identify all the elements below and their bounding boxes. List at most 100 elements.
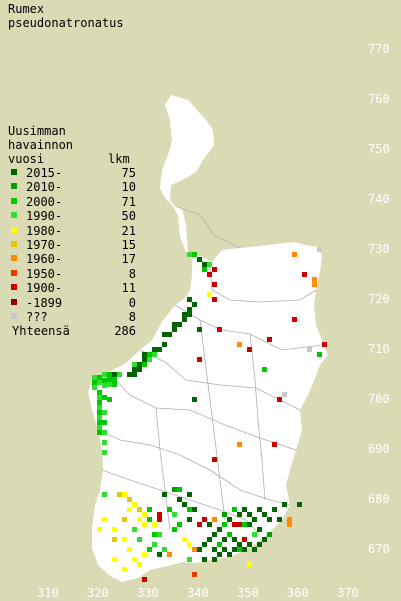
observation-square: [177, 487, 182, 492]
observation-square: [187, 252, 192, 257]
observation-square: [102, 517, 107, 522]
observation-square: [152, 542, 157, 547]
observation-square: [122, 517, 127, 522]
observation-square: [232, 547, 237, 552]
observation-square: [182, 312, 187, 317]
legend-row-count: 11: [121, 281, 136, 296]
legend-row: 1960- 17: [8, 252, 136, 267]
observation-square: [162, 332, 167, 337]
observation-square: [217, 552, 222, 557]
observation-square: [187, 307, 192, 312]
region-borders: [97, 205, 323, 536]
observation-square: [197, 257, 202, 262]
observation-square: [237, 512, 242, 517]
legend-row: 1950- 8: [8, 267, 136, 281]
observation-square: [207, 272, 212, 277]
legend-swatch: [11, 226, 17, 233]
observation-square: [157, 552, 162, 557]
observation-square: [247, 522, 252, 527]
observation-square: [97, 420, 102, 425]
observation-square: [147, 352, 152, 357]
legend-row-label: 2010-: [26, 180, 63, 195]
observation-square: [302, 272, 307, 277]
observation-square: [297, 502, 302, 507]
observation-square: [227, 532, 232, 537]
observation-square: [137, 507, 142, 512]
observation-square: [132, 367, 137, 372]
observation-square: [102, 395, 107, 400]
observation-square: [187, 517, 192, 522]
observation-square: [247, 347, 252, 352]
observation-square: [277, 517, 282, 522]
observation-square: [122, 567, 127, 572]
observation-square: [187, 507, 192, 512]
legend-header-1: Uusimman: [8, 124, 66, 138]
observation-square: [237, 522, 242, 527]
observation-square: [197, 327, 202, 332]
observation-square: [202, 517, 207, 522]
legend-row-label: 1960-: [26, 252, 63, 267]
observation-square: [237, 547, 242, 552]
legend-header-row: vuosi lkm: [8, 152, 130, 166]
observation-square: [252, 517, 257, 522]
observation-square: [132, 557, 137, 562]
observation-square: [97, 430, 102, 435]
observation-square: [152, 522, 157, 527]
observation-square: [267, 517, 272, 522]
legend-row-label: -1899: [26, 295, 63, 310]
legend-row-count: 8: [128, 309, 136, 324]
observation-square: [237, 342, 242, 347]
observation-square: [272, 507, 277, 512]
observation-square: [172, 327, 177, 332]
observation-square: [277, 397, 282, 402]
observation-square: [312, 277, 317, 282]
observation-square: [197, 547, 202, 552]
observation-square: [162, 342, 167, 347]
observation-squares: [92, 247, 327, 582]
y-tick-label: 690: [368, 442, 390, 456]
observation-square: [307, 347, 312, 352]
observation-square: [257, 507, 262, 512]
observation-square: [92, 385, 97, 390]
observation-square: [97, 395, 102, 400]
observation-square: [217, 542, 222, 547]
legend-row-count: 17: [121, 252, 136, 267]
observation-square: [212, 547, 217, 552]
observation-square: [197, 522, 202, 527]
observation-square: [97, 400, 102, 405]
observation-square: [137, 367, 142, 372]
observation-square: [192, 252, 197, 257]
observation-square: [172, 487, 177, 492]
observation-square: [252, 532, 257, 537]
observation-square: [97, 380, 102, 385]
observation-square: [262, 537, 267, 542]
observation-square: [212, 282, 217, 287]
legend-row-label: 2000-: [26, 194, 63, 209]
observation-square: [232, 507, 237, 512]
observation-square: [187, 557, 192, 562]
y-tick-label: 770: [368, 42, 390, 56]
observation-square: [177, 497, 182, 502]
observation-square: [182, 537, 187, 542]
y-tick-label: 720: [368, 292, 390, 306]
observation-square: [217, 527, 222, 532]
observation-square: [187, 312, 192, 317]
observation-square: [207, 292, 212, 297]
observation-square: [207, 537, 212, 542]
observation-square: [117, 492, 122, 497]
observation-square: [212, 267, 217, 272]
y-axis-ticks: 770 760 750 740 730 720 710 700 690 680 670: [368, 42, 390, 556]
observation-square: [102, 378, 107, 383]
observation-square: [152, 347, 157, 352]
x-tick-label: 370: [337, 586, 359, 600]
observation-square: [292, 252, 297, 257]
observation-square: [252, 547, 257, 552]
observation-square: [192, 302, 197, 307]
observation-square: [227, 517, 232, 522]
observation-square: [102, 372, 107, 377]
legend-row-count: 10: [121, 180, 136, 195]
x-tick-label: 330: [137, 586, 159, 600]
x-axis-ticks: 310 320 330 340 350 360 370: [37, 586, 359, 600]
legend-row-label: 1990-: [26, 209, 63, 224]
